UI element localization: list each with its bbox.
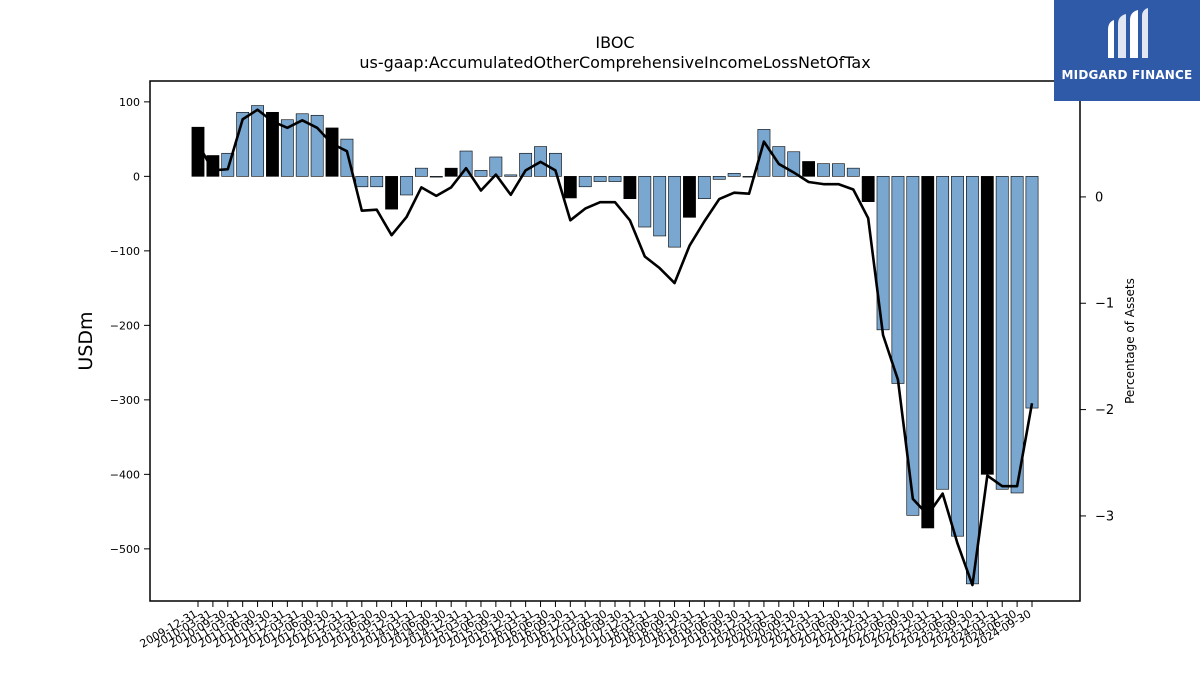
bar bbox=[400, 176, 413, 196]
bar bbox=[295, 113, 309, 177]
bar bbox=[921, 176, 935, 529]
y-axis-label: USDm bbox=[75, 311, 97, 370]
bar bbox=[280, 119, 294, 177]
y-tick-label: −300 bbox=[110, 394, 140, 407]
bar bbox=[414, 167, 428, 177]
bar bbox=[638, 176, 652, 228]
y2-tick-label: −2 bbox=[1095, 403, 1114, 418]
bar bbox=[593, 176, 607, 182]
chart-title: IBOC bbox=[595, 33, 634, 52]
bar bbox=[385, 176, 399, 210]
bar bbox=[578, 176, 592, 188]
midgard-logo-icon bbox=[1108, 8, 1148, 58]
bar bbox=[653, 176, 667, 237]
bars-layer bbox=[191, 105, 1039, 585]
bar bbox=[772, 146, 786, 177]
y-axis-right: 0 −1 −2 −3 bbox=[1080, 190, 1114, 524]
bar bbox=[444, 167, 458, 177]
brand-logo: MIDGARD FINANCE bbox=[1054, 0, 1200, 101]
bar bbox=[817, 163, 830, 177]
bar bbox=[966, 176, 979, 585]
y-tick-label: −400 bbox=[110, 468, 140, 481]
series-line bbox=[196, 108, 1034, 587]
bar bbox=[608, 176, 622, 182]
bar bbox=[549, 152, 562, 177]
y-tick-label: −500 bbox=[110, 543, 140, 556]
bar bbox=[831, 163, 845, 177]
bar bbox=[206, 155, 220, 177]
bar bbox=[504, 174, 518, 177]
y2-tick-label: 0 bbox=[1095, 190, 1103, 205]
bar bbox=[936, 176, 950, 490]
y2-axis-label: Percentage of Assets bbox=[1123, 278, 1137, 404]
bar bbox=[266, 111, 279, 177]
bar bbox=[697, 176, 711, 200]
y2-tick-label: −1 bbox=[1095, 297, 1114, 312]
bar bbox=[668, 176, 681, 248]
bar bbox=[683, 176, 696, 218]
bar bbox=[980, 176, 994, 475]
bar bbox=[474, 170, 488, 177]
bar bbox=[370, 176, 384, 188]
bar bbox=[727, 173, 741, 177]
y-tick-label: 0 bbox=[133, 170, 140, 183]
bar bbox=[191, 126, 205, 177]
bar bbox=[995, 176, 1009, 490]
bar bbox=[712, 176, 726, 180]
bar bbox=[429, 176, 443, 178]
bar bbox=[891, 176, 905, 384]
bar bbox=[802, 161, 816, 177]
y-tick-label: 100 bbox=[119, 96, 140, 109]
y-tick-label: −200 bbox=[110, 319, 140, 332]
bar bbox=[1010, 176, 1024, 494]
bar bbox=[906, 176, 920, 516]
bar bbox=[846, 167, 860, 177]
y-tick-label: −100 bbox=[110, 245, 140, 258]
logo-text: MIDGARD FINANCE bbox=[1061, 68, 1193, 82]
x-axis: 2009-12-312010-03-312010-09-302011-03-31… bbox=[138, 601, 1034, 651]
bar bbox=[623, 176, 637, 200]
bar bbox=[951, 176, 964, 537]
bar bbox=[519, 152, 533, 177]
y-axis-left: 100 0 −100 −200 −300 −400 −500 bbox=[110, 96, 150, 556]
chart-subtitle: us-gaap:AccumulatedOtherComprehensiveInc… bbox=[359, 53, 870, 72]
bar bbox=[563, 176, 577, 199]
y2-tick-label: −3 bbox=[1095, 509, 1114, 524]
bar bbox=[325, 127, 339, 177]
bar bbox=[251, 105, 264, 177]
bar bbox=[355, 176, 369, 188]
bar bbox=[861, 176, 875, 202]
bar bbox=[1025, 176, 1039, 409]
line-layer bbox=[196, 108, 1034, 587]
